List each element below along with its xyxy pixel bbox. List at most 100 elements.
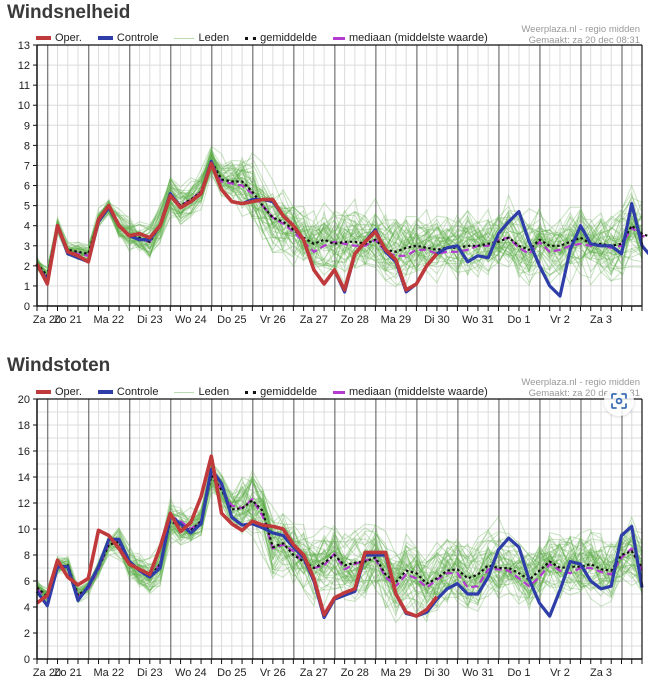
leden-member-line	[36, 469, 643, 600]
leden-member-line	[36, 471, 643, 602]
x-day-label: Vr 26	[260, 314, 286, 326]
oper-swatch-icon	[36, 36, 51, 40]
legend-item-gemiddelde[interactable]: gemiddelde	[245, 32, 317, 44]
leden-member-line	[36, 160, 643, 274]
x-day-label: Ma 29	[381, 667, 412, 679]
leden-member-line	[36, 470, 643, 602]
y-tick-label: 12	[18, 60, 30, 72]
leden-member-line	[36, 149, 643, 285]
y-tick-label: 6	[24, 576, 30, 588]
leden-member-line	[36, 457, 643, 607]
leden-member-line	[36, 482, 643, 612]
x-day-label: Za 3	[590, 314, 612, 326]
leden-member-line	[36, 150, 643, 269]
controle-swatch-icon	[97, 36, 113, 40]
credit-made: Gemaakt: za 20 dec 08:31	[528, 388, 640, 399]
leden-member-line	[36, 477, 643, 604]
mediaan-swatch-icon	[332, 36, 345, 40]
leden-member-line	[36, 476, 643, 598]
chart-title-windsnelheid: Windsnelheid	[7, 2, 131, 23]
leden-member-line	[36, 164, 643, 280]
leden-member-line	[36, 469, 643, 599]
y-tick-label: 0	[24, 301, 30, 313]
leden-member-line	[36, 482, 643, 609]
x-day-label: Do 1	[507, 314, 530, 326]
leden-member-line	[36, 463, 643, 614]
y-tick-label: 8	[24, 550, 30, 562]
legend-item-controle[interactable]: Controle	[97, 32, 158, 44]
x-day-label: Vr 26	[260, 667, 286, 679]
legend-label: Controle	[116, 386, 159, 398]
leden-member-line	[36, 469, 643, 619]
oper-swatch-icon	[36, 390, 51, 394]
x-day-label: Vr 2	[550, 314, 570, 326]
leden-member-line	[36, 477, 643, 598]
mediaan-line	[36, 471, 643, 599]
leden-member-line	[36, 472, 643, 604]
leden-member-line	[36, 153, 643, 275]
x-day-label: Di 23	[137, 314, 163, 326]
leden-member-line	[36, 150, 643, 277]
y-tick-label: 7	[24, 160, 30, 172]
x-day-label: Ma 29	[381, 314, 412, 326]
x-day-label: Ma 22	[93, 314, 124, 326]
x-day-label: Do 25	[217, 667, 246, 679]
y-tick-label: 20	[18, 394, 30, 406]
leden-member-line	[36, 153, 643, 277]
legend-label: gemiddelde	[260, 32, 317, 44]
leden-member-line	[36, 479, 643, 623]
x-day-label: Zo 28	[341, 667, 369, 679]
legend-item-mediaan[interactable]: mediaan (middelste waarde)	[332, 32, 488, 44]
x-day-label: Wo 24	[175, 667, 207, 679]
legend-item-leden[interactable]: Leden	[174, 386, 229, 398]
leden-member-line	[36, 470, 643, 614]
gemiddelde-swatch-icon	[245, 390, 257, 394]
chart-title-windstoten: Windstoten	[7, 355, 111, 376]
leden-member-line	[36, 473, 643, 605]
leden-member-line	[36, 461, 643, 605]
x-day-label: Zo 21	[54, 314, 82, 326]
legend-item-oper[interactable]: Oper.	[36, 32, 82, 44]
y-tick-label: 10	[18, 524, 30, 536]
legend-label: Oper.	[55, 386, 82, 398]
y-tick-label: 9	[24, 120, 30, 132]
legend-item-mediaan[interactable]: mediaan (middelste waarde)	[332, 386, 488, 398]
y-tick-label: 14	[18, 472, 30, 484]
legend-item-gemiddelde[interactable]: gemiddelde	[245, 386, 317, 398]
leden-member-line	[36, 162, 643, 272]
leden-member-line	[36, 471, 643, 606]
x-day-label: Do 25	[217, 314, 246, 326]
leden-member-line	[36, 151, 643, 280]
credit-windsnelheid: Weerplaza.nl - regio midden Gemaakt: za …	[521, 24, 640, 46]
y-tick-label: 4	[24, 221, 30, 233]
y-tick-label: 1	[24, 281, 30, 293]
legend-item-oper[interactable]: Oper.	[36, 386, 82, 398]
gemiddelde-swatch-icon	[245, 36, 257, 40]
y-tick-label: 10	[18, 100, 30, 112]
y-tick-label: 13	[18, 40, 30, 52]
x-day-label: Zo 21	[54, 667, 82, 679]
legend-windsnelheid: Oper. Controle Leden gemiddelde mediaan …	[36, 32, 504, 44]
lens-button[interactable]	[604, 386, 634, 416]
oper-line	[35, 161, 439, 292]
x-day-label: Ma 22	[93, 667, 124, 679]
leden-member-line	[36, 465, 643, 609]
legend-item-leden[interactable]: Leden	[174, 32, 229, 44]
leden-member-line	[36, 475, 643, 608]
leden-member-line	[36, 165, 643, 276]
y-tick-label: 6	[24, 181, 30, 193]
leden-member-line	[36, 476, 643, 600]
y-tick-label: 11	[19, 80, 30, 92]
legend-label: mediaan (middelste waarde)	[348, 32, 488, 44]
credit-windstoten: Weerplaza.nl - regio midden Gemaakt: za …	[521, 377, 640, 399]
legend-item-controle[interactable]: Controle	[97, 386, 159, 398]
leden-member-line	[36, 152, 643, 288]
leden-swatch-icon	[174, 37, 195, 39]
leden-member-line	[36, 475, 643, 595]
x-day-label: Za 20	[33, 667, 61, 679]
x-day-label: Za 3	[590, 667, 612, 679]
legend-windstoten: Oper. Controle Leden gemiddelde mediaan …	[36, 386, 504, 398]
credit-source: Weerplaza.nl - regio midden	[521, 377, 640, 388]
